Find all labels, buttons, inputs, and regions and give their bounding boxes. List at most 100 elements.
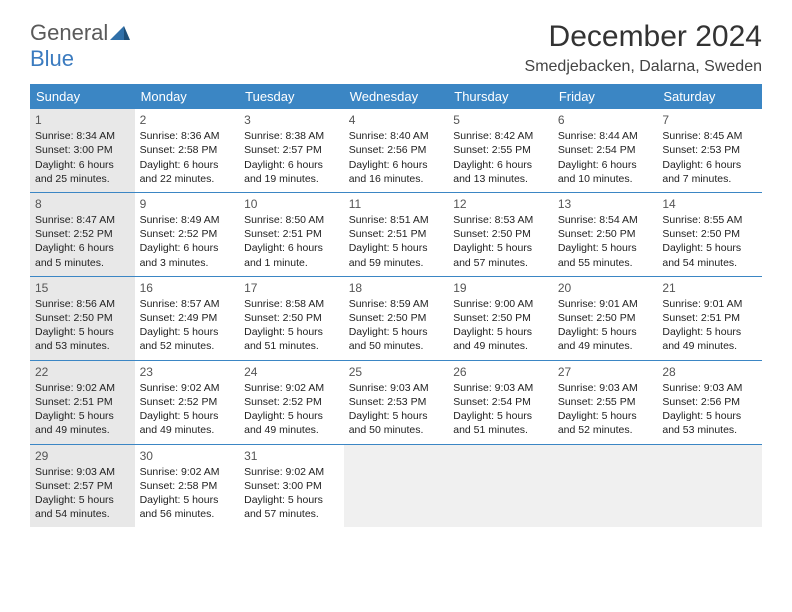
daylight-text: Daylight: 5 hours and 49 minutes.: [244, 409, 339, 437]
sunset-text: Sunset: 2:49 PM: [140, 311, 235, 325]
sunrise-text: Sunrise: 9:01 AM: [662, 297, 757, 311]
daylight-text: Daylight: 5 hours and 50 minutes.: [349, 409, 444, 437]
calendar-day-cell: 6Sunrise: 8:44 AMSunset: 2:54 PMDaylight…: [553, 109, 658, 192]
day-number: 21: [662, 280, 757, 296]
sunset-text: Sunset: 2:50 PM: [453, 227, 548, 241]
day-number: 31: [244, 448, 339, 464]
calendar-day-cell: 24Sunrise: 9:02 AMSunset: 2:52 PMDayligh…: [239, 360, 344, 444]
daylight-text: Daylight: 6 hours and 5 minutes.: [35, 241, 130, 269]
daylight-text: Daylight: 6 hours and 25 minutes.: [35, 158, 130, 186]
sunset-text: Sunset: 2:55 PM: [558, 395, 653, 409]
sunset-text: Sunset: 2:52 PM: [140, 227, 235, 241]
sunrise-text: Sunrise: 9:01 AM: [558, 297, 653, 311]
day-number: 19: [453, 280, 548, 296]
sunrise-text: Sunrise: 8:56 AM: [35, 297, 130, 311]
sunrise-text: Sunrise: 8:38 AM: [244, 129, 339, 143]
day-number: 23: [140, 364, 235, 380]
calendar-day-cell: 30Sunrise: 9:02 AMSunset: 2:58 PMDayligh…: [135, 444, 240, 527]
calendar-day-cell: 1Sunrise: 8:34 AMSunset: 3:00 PMDaylight…: [30, 109, 135, 192]
daylight-text: Daylight: 5 hours and 49 minutes.: [558, 325, 653, 353]
weekday-header: Monday: [135, 84, 240, 109]
sunrise-text: Sunrise: 8:58 AM: [244, 297, 339, 311]
daylight-text: Daylight: 5 hours and 52 minutes.: [558, 409, 653, 437]
day-number: 5: [453, 112, 548, 128]
day-number: 4: [349, 112, 444, 128]
daylight-text: Daylight: 5 hours and 49 minutes.: [140, 409, 235, 437]
daylight-text: Daylight: 5 hours and 59 minutes.: [349, 241, 444, 269]
day-number: 28: [662, 364, 757, 380]
sunset-text: Sunset: 3:00 PM: [244, 479, 339, 493]
sunset-text: Sunset: 2:54 PM: [558, 143, 653, 157]
calendar-week-row: 29Sunrise: 9:03 AMSunset: 2:57 PMDayligh…: [30, 444, 762, 527]
daylight-text: Daylight: 6 hours and 3 minutes.: [140, 241, 235, 269]
calendar-day-cell: 13Sunrise: 8:54 AMSunset: 2:50 PMDayligh…: [553, 192, 658, 276]
sunset-text: Sunset: 2:58 PM: [140, 479, 235, 493]
daylight-text: Daylight: 5 hours and 52 minutes.: [140, 325, 235, 353]
calendar-day-cell: 9Sunrise: 8:49 AMSunset: 2:52 PMDaylight…: [135, 192, 240, 276]
calendar-day-cell: 8Sunrise: 8:47 AMSunset: 2:52 PMDaylight…: [30, 192, 135, 276]
calendar-day-cell: 2Sunrise: 8:36 AMSunset: 2:58 PMDaylight…: [135, 109, 240, 192]
sunrise-text: Sunrise: 9:02 AM: [140, 381, 235, 395]
day-number: 12: [453, 196, 548, 212]
sunset-text: Sunset: 2:52 PM: [244, 395, 339, 409]
sunrise-text: Sunrise: 8:42 AM: [453, 129, 548, 143]
sunrise-text: Sunrise: 8:50 AM: [244, 213, 339, 227]
daylight-text: Daylight: 6 hours and 7 minutes.: [662, 158, 757, 186]
logo-part1: General: [30, 20, 108, 45]
sunrise-text: Sunrise: 9:03 AM: [453, 381, 548, 395]
daylight-text: Daylight: 5 hours and 53 minutes.: [35, 325, 130, 353]
day-number: 24: [244, 364, 339, 380]
daylight-text: Daylight: 5 hours and 53 minutes.: [662, 409, 757, 437]
day-number: 17: [244, 280, 339, 296]
day-number: 22: [35, 364, 130, 380]
weekday-header: Tuesday: [239, 84, 344, 109]
day-number: 13: [558, 196, 653, 212]
sunset-text: Sunset: 2:50 PM: [244, 311, 339, 325]
calendar-empty-cell: [448, 444, 553, 527]
day-number: 11: [349, 196, 444, 212]
day-number: 29: [35, 448, 130, 464]
calendar-day-cell: 21Sunrise: 9:01 AMSunset: 2:51 PMDayligh…: [657, 276, 762, 360]
sunrise-text: Sunrise: 8:47 AM: [35, 213, 130, 227]
calendar-empty-cell: [657, 444, 762, 527]
calendar-day-cell: 26Sunrise: 9:03 AMSunset: 2:54 PMDayligh…: [448, 360, 553, 444]
weekday-header: Friday: [553, 84, 658, 109]
daylight-text: Daylight: 5 hours and 54 minutes.: [662, 241, 757, 269]
day-number: 27: [558, 364, 653, 380]
sunrise-text: Sunrise: 9:02 AM: [140, 465, 235, 479]
sunset-text: Sunset: 2:50 PM: [558, 227, 653, 241]
sunset-text: Sunset: 2:53 PM: [662, 143, 757, 157]
calendar-day-cell: 29Sunrise: 9:03 AMSunset: 2:57 PMDayligh…: [30, 444, 135, 527]
sunrise-text: Sunrise: 9:02 AM: [35, 381, 130, 395]
day-number: 25: [349, 364, 444, 380]
daylight-text: Daylight: 6 hours and 19 minutes.: [244, 158, 339, 186]
calendar-day-cell: 10Sunrise: 8:50 AMSunset: 2:51 PMDayligh…: [239, 192, 344, 276]
daylight-text: Daylight: 6 hours and 22 minutes.: [140, 158, 235, 186]
day-number: 2: [140, 112, 235, 128]
sunrise-text: Sunrise: 8:36 AM: [140, 129, 235, 143]
calendar-day-cell: 5Sunrise: 8:42 AMSunset: 2:55 PMDaylight…: [448, 109, 553, 192]
sunset-text: Sunset: 2:50 PM: [662, 227, 757, 241]
sunset-text: Sunset: 2:57 PM: [244, 143, 339, 157]
sunrise-text: Sunrise: 8:34 AM: [35, 129, 130, 143]
day-number: 1: [35, 112, 130, 128]
daylight-text: Daylight: 5 hours and 51 minutes.: [244, 325, 339, 353]
daylight-text: Daylight: 6 hours and 10 minutes.: [558, 158, 653, 186]
logo: General Blue: [30, 20, 130, 72]
sunrise-text: Sunrise: 9:03 AM: [558, 381, 653, 395]
sunrise-text: Sunrise: 8:59 AM: [349, 297, 444, 311]
calendar-day-cell: 17Sunrise: 8:58 AMSunset: 2:50 PMDayligh…: [239, 276, 344, 360]
calendar-day-cell: 15Sunrise: 8:56 AMSunset: 2:50 PMDayligh…: [30, 276, 135, 360]
logo-part2: Blue: [30, 46, 74, 71]
daylight-text: Daylight: 5 hours and 56 minutes.: [140, 493, 235, 521]
sunrise-text: Sunrise: 9:03 AM: [662, 381, 757, 395]
sunset-text: Sunset: 2:50 PM: [35, 311, 130, 325]
calendar-day-cell: 14Sunrise: 8:55 AMSunset: 2:50 PMDayligh…: [657, 192, 762, 276]
calendar-body: 1Sunrise: 8:34 AM Sunset: 3:00 PM Daylight…: [30, 109, 762, 527]
day-number: 9: [140, 196, 235, 212]
calendar-day-cell: 20Sunrise: 9:01 AMSunset: 2:50 PMDayligh…: [553, 276, 658, 360]
daylight-text: Daylight: 5 hours and 54 minutes.: [35, 493, 130, 521]
sunset-text: Sunset: 2:51 PM: [244, 227, 339, 241]
sunrise-text: Sunrise: 9:02 AM: [244, 381, 339, 395]
sunrise-text: Sunrise: 8:53 AM: [453, 213, 548, 227]
